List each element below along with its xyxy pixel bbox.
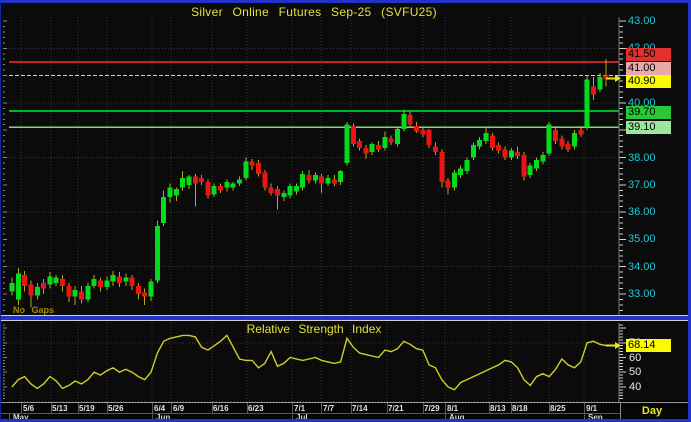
no-gaps-label: No Gaps (13, 305, 55, 315)
date-tick-label: 7/21 (388, 404, 404, 413)
date-tick-separator (152, 403, 153, 413)
date-tick-label: 7/1 (294, 404, 306, 413)
date-tick-label: 5/13 (52, 404, 68, 413)
date-tick-separator (21, 403, 22, 413)
price-axis-label: 38.00 (628, 151, 656, 164)
date-tick-label: 7/29 (424, 404, 440, 413)
date-tick-separator (171, 403, 172, 413)
date-tick-label: 7/7 (323, 404, 335, 413)
date-tick-label: 8/13 (490, 404, 506, 413)
date-tick-separator (387, 403, 388, 413)
price-axis-label: 37.00 (628, 178, 656, 191)
month-label: Jul (296, 413, 308, 422)
timeframe-day-label[interactable]: Day (641, 405, 663, 417)
price-alert-badge: 39.10 (626, 121, 671, 134)
month-separator (9, 413, 10, 419)
rsi-value-badge: 68.14 (626, 339, 671, 353)
month-label: Aug (449, 413, 465, 422)
price-alert-badge: 40.90 (626, 75, 671, 88)
date-tick-separator (511, 403, 512, 413)
chart-title: Silver Online Futures Sep-25 (SVFU25) (191, 5, 437, 19)
price-axis-label: 43.00 (628, 15, 656, 27)
date-tick-separator (107, 403, 108, 413)
date-tick-separator (78, 403, 79, 413)
rsi-axis-label: 60 (629, 351, 642, 364)
date-tick-label: 7/14 (352, 404, 368, 413)
date-tick-separator (584, 403, 585, 413)
price-axis-label: 36.00 (628, 206, 656, 219)
month-separator (445, 413, 446, 419)
month-separator (292, 413, 293, 419)
axis-corner (620, 402, 688, 419)
month-label: Sep (588, 413, 603, 422)
rsi-axis-label: 50 (629, 366, 642, 379)
date-tick-label: 5/19 (79, 404, 95, 413)
date-tick-label: 5/26 (108, 404, 124, 413)
month-label: May (13, 413, 29, 422)
price-alert-badge: 39.70 (626, 106, 671, 119)
date-tick-label: 5/6 (23, 404, 35, 413)
date-tick-label: 8/25 (550, 404, 566, 413)
date-tick-separator (489, 403, 490, 413)
date-tick-label: 6/4 (154, 404, 166, 413)
rsi-title: Relative Strength Index (246, 322, 382, 336)
panel-splitter[interactable] (1, 315, 688, 321)
date-tick-label: 8/1 (447, 404, 459, 413)
date-tick-separator (321, 403, 322, 413)
date-tick-label: 6/9 (173, 404, 185, 413)
price-axis-label: 33.00 (628, 288, 656, 300)
axis-row-divider (1, 413, 620, 414)
date-tick-label: 6/23 (248, 404, 264, 413)
price-axis-label: 34.00 (628, 260, 656, 273)
date-tick-separator (423, 403, 424, 413)
date-tick-label: 8/18 (512, 404, 528, 413)
date-tick-separator (351, 403, 352, 413)
date-tick-separator (445, 403, 446, 413)
month-separator (152, 413, 153, 419)
date-axis: 5/6 5/13 5/19 5/26 6/4 6/9 6/16 6/23 7/1 7/7 7/14 7… (1, 402, 688, 422)
price-alert-badge: 41.00 (626, 61, 671, 75)
price-axis-label: 40.00 (628, 96, 656, 109)
price-chart-panel[interactable] (1, 3, 688, 316)
date-tick-separator (292, 403, 293, 413)
date-tick-separator (247, 403, 248, 413)
rsi-axis-label: 40 (629, 380, 642, 393)
month-separator (584, 413, 585, 419)
price-alert-badge: 41.50 (626, 48, 671, 61)
date-tick-separator (212, 403, 213, 413)
date-tick-label: 9/1 (586, 404, 598, 413)
date-tick-separator (51, 403, 52, 413)
price-axis-label: 35.00 (628, 233, 656, 246)
date-tick-separator (549, 403, 550, 413)
date-tick-label: 6/16 (213, 404, 229, 413)
month-label: Jun (156, 413, 171, 422)
